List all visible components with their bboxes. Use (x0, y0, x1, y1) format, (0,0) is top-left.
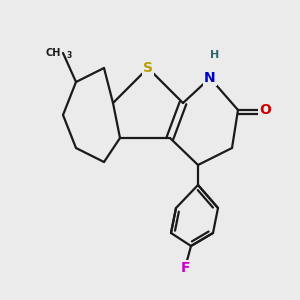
Text: S: S (143, 61, 153, 75)
Text: N: N (204, 71, 216, 85)
Text: F: F (180, 261, 190, 275)
Text: CH: CH (46, 48, 61, 58)
Text: H: H (210, 50, 220, 60)
Text: 3: 3 (66, 50, 72, 59)
Text: O: O (259, 103, 271, 117)
